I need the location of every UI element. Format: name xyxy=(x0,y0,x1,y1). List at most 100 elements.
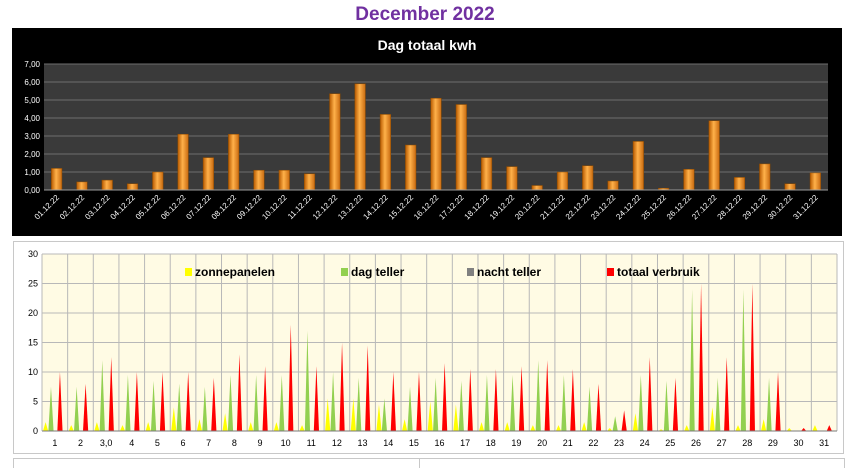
spike-dag-teller xyxy=(253,374,259,431)
chart-title: Dag totaal kwh xyxy=(378,37,477,53)
spike-dag-teller xyxy=(561,374,567,431)
spike-dag-teller xyxy=(586,386,593,431)
spike-totaal-verbruik xyxy=(159,372,166,431)
spike-zonnepanelen xyxy=(325,398,331,431)
x-tick-label: 13 xyxy=(358,438,368,448)
bar xyxy=(481,157,493,191)
spike-totaal-verbruik xyxy=(724,357,730,431)
x-tick-label: 26 xyxy=(691,438,701,448)
spike-dag-teller xyxy=(125,374,131,431)
spike-dag-teller xyxy=(176,383,182,431)
spike-totaal-verbruik xyxy=(390,372,396,431)
bar xyxy=(405,144,417,191)
spike-totaal-verbruik xyxy=(365,345,371,431)
spike-zonnepanelen xyxy=(684,425,690,431)
y-tick-label: 4,00 xyxy=(24,114,40,123)
bar xyxy=(354,83,366,191)
spike-zonnepanelen xyxy=(68,425,74,431)
bar xyxy=(202,157,214,191)
spike-totaal-verbruik xyxy=(236,354,243,431)
legend-swatch xyxy=(607,268,614,276)
page-title: December 2022 xyxy=(355,4,495,25)
x-tick-label: 5 xyxy=(155,438,160,448)
bar xyxy=(303,173,316,191)
spike-zonnepanelen xyxy=(94,422,100,431)
spike-totaal-verbruik xyxy=(262,366,268,431)
spike-zonnepanelen xyxy=(273,422,279,431)
x-tick-label: 8 xyxy=(232,438,237,448)
legend-label: nacht teller xyxy=(477,265,541,279)
spike-zonnepanelen xyxy=(248,422,254,431)
spike-zonnepanelen xyxy=(581,422,587,431)
spike-zonnepanelen xyxy=(632,413,639,431)
spike-totaal-verbruik xyxy=(82,383,89,431)
spike-dag-teller xyxy=(509,374,516,431)
legend-label: totaal verbruik xyxy=(617,265,700,279)
spike-dag-teller xyxy=(150,380,157,431)
bar xyxy=(126,183,139,191)
spike-totaal-verbruik xyxy=(416,372,422,431)
spike-totaal-verbruik xyxy=(442,363,448,431)
spike-dag-teller xyxy=(356,377,362,431)
spike-zonnepanelen xyxy=(607,428,613,431)
spike-dag-teller xyxy=(74,386,80,431)
y-tick-label: 1,00 xyxy=(24,168,40,177)
spike-totaal-verbruik xyxy=(313,366,320,431)
daily-total-bar-chart: Dag totaal kwh 0,00 1,00 2,00 3,00 4,00 5,00 6… xyxy=(12,28,842,236)
spike-zonnepanelen xyxy=(222,413,228,431)
x-tick-label: 2 xyxy=(78,438,83,448)
x-tick-label: 12 xyxy=(332,438,342,448)
legend-swatch xyxy=(341,268,348,276)
spike-zonnepanelen xyxy=(171,407,177,431)
spike-zonnepanelen xyxy=(119,425,126,431)
bar xyxy=(759,163,771,191)
bar xyxy=(253,169,265,191)
spike-totaal-verbruik xyxy=(698,283,704,431)
x-tick-label: 10 xyxy=(281,438,291,448)
x-tick-label: 17 xyxy=(460,438,470,448)
spike-totaal-verbruik xyxy=(134,372,140,431)
spike-dag-teller xyxy=(535,360,541,431)
spike-dag-teller xyxy=(433,377,439,431)
y-tick-label: 2,00 xyxy=(24,150,40,159)
bar xyxy=(506,166,518,191)
bar xyxy=(556,171,569,191)
spike-totaal-verbruik xyxy=(339,342,345,431)
x-tick-label: 21 xyxy=(563,438,573,448)
spike-zonnepanelen xyxy=(735,425,741,431)
spike-dag-teller xyxy=(279,374,285,431)
spike-zonnepanelen xyxy=(761,419,767,431)
bar xyxy=(784,183,796,191)
next-panel-right xyxy=(419,458,845,468)
y-tick-label: 10 xyxy=(28,367,38,377)
bar xyxy=(152,171,164,191)
y-tick-label: 25 xyxy=(28,279,38,289)
spike-totaal-verbruik xyxy=(185,372,191,431)
bar xyxy=(76,181,88,191)
spike-totaal-verbruik xyxy=(493,369,499,431)
spike-zonnepanelen xyxy=(42,422,49,431)
y-tick-label: 7,00 xyxy=(24,60,40,69)
spike-zonnepanelen xyxy=(504,422,510,431)
spike-dag-teller xyxy=(304,330,311,431)
x-tick-label: 28 xyxy=(742,438,752,448)
x-tick-label: 4 xyxy=(129,438,134,448)
spike-dag-teller xyxy=(766,377,772,431)
x-tick-label: 3,0 xyxy=(100,438,113,448)
spike-totaal-verbruik xyxy=(211,377,217,431)
y-tick-label: 5,00 xyxy=(24,96,40,105)
x-tick-label: 23 xyxy=(614,438,624,448)
x-tick-label: 20 xyxy=(537,438,547,448)
x-tick-label: 31 xyxy=(819,438,829,448)
spike-dag-teller xyxy=(407,386,413,431)
spike-dag-teller xyxy=(227,374,234,431)
bar xyxy=(278,169,290,191)
spike-dag-teller xyxy=(330,372,336,431)
y-tick-label: 3,00 xyxy=(24,132,40,141)
spike-dag-teller xyxy=(202,386,208,431)
bar xyxy=(632,141,644,191)
bar xyxy=(379,114,391,191)
spike-totaal-verbruik xyxy=(749,283,755,431)
bar xyxy=(809,172,821,191)
